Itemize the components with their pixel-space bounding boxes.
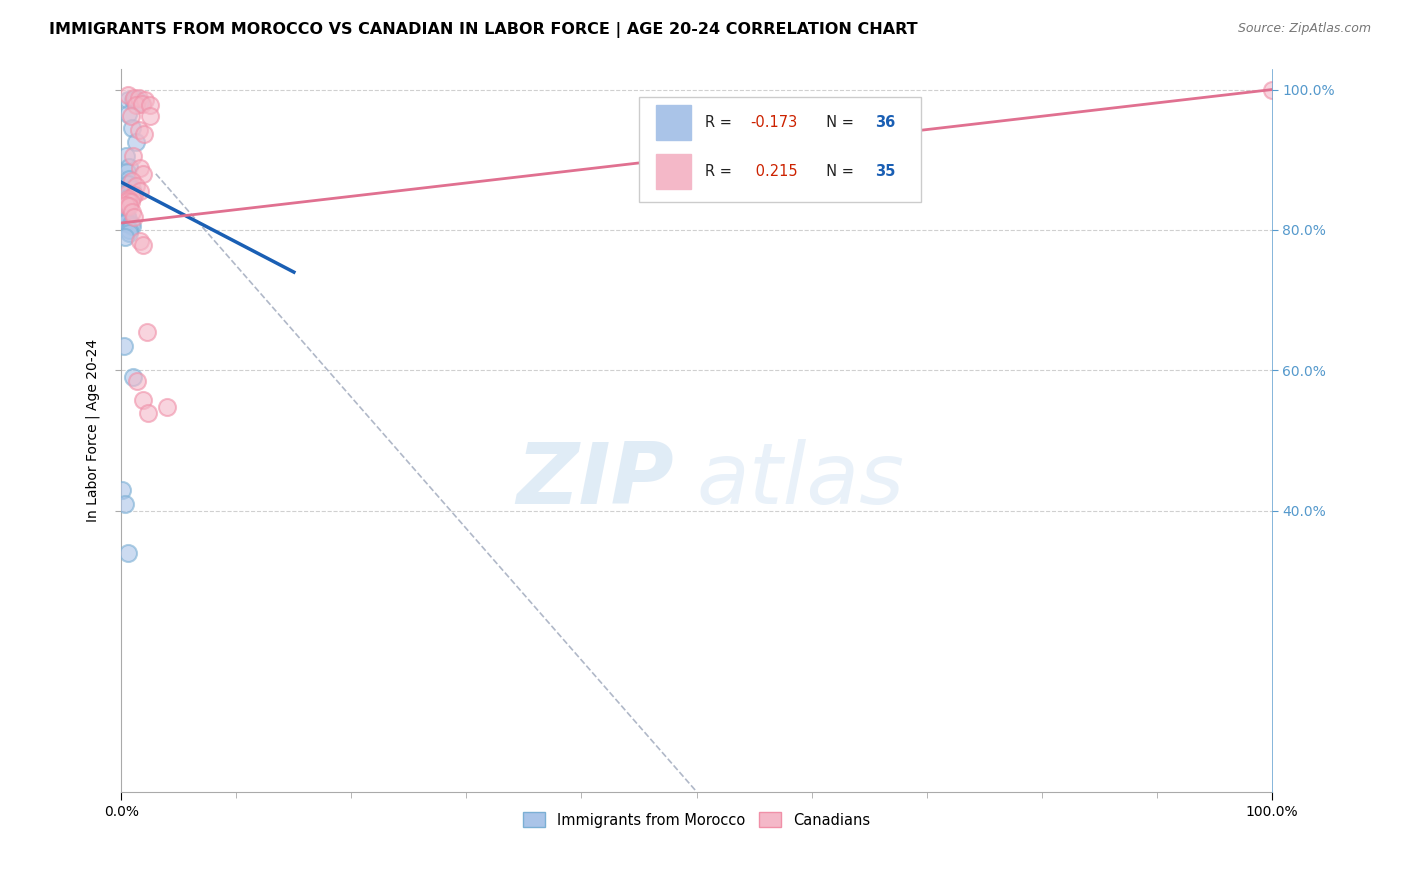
Text: Source: ZipAtlas.com: Source: ZipAtlas.com	[1237, 22, 1371, 36]
Point	[139, 109, 162, 123]
Point	[121, 149, 143, 163]
Point	[1260, 82, 1282, 96]
Point	[128, 95, 150, 110]
Point	[136, 405, 159, 419]
Point	[115, 165, 138, 179]
Legend: Immigrants from Morocco, Canadians: Immigrants from Morocco, Canadians	[516, 805, 877, 835]
Point	[128, 234, 150, 248]
Point	[125, 179, 148, 194]
Point	[118, 227, 141, 241]
Point	[114, 497, 136, 511]
Point	[125, 98, 148, 112]
Text: R =: R =	[704, 115, 737, 130]
Point	[122, 91, 145, 105]
Text: 35: 35	[875, 164, 896, 179]
Point	[120, 218, 142, 232]
Point	[121, 219, 143, 234]
Point	[128, 161, 150, 176]
Point	[112, 339, 135, 353]
Point	[117, 107, 139, 121]
Point	[117, 88, 139, 103]
Text: ZIP: ZIP	[516, 439, 673, 522]
Text: 0.215: 0.215	[751, 164, 797, 179]
Point	[128, 123, 150, 137]
Point	[121, 370, 143, 384]
FancyBboxPatch shape	[638, 97, 921, 202]
Point	[125, 92, 148, 106]
Point	[112, 205, 135, 219]
Point	[121, 190, 143, 204]
Point	[120, 194, 142, 209]
Point	[114, 198, 136, 212]
Point	[117, 212, 139, 227]
Point	[114, 216, 136, 230]
Point	[114, 203, 136, 218]
Point	[121, 93, 143, 107]
Point	[117, 178, 139, 192]
Point	[118, 172, 141, 186]
Point	[134, 93, 156, 107]
Text: R =: R =	[704, 164, 737, 179]
Text: atlas: atlas	[696, 439, 904, 522]
FancyBboxPatch shape	[657, 105, 690, 140]
Point	[115, 186, 138, 201]
Point	[117, 186, 139, 201]
Point	[121, 174, 143, 188]
Point	[132, 238, 155, 252]
Point	[115, 214, 138, 228]
Point	[132, 167, 155, 181]
Text: IMMIGRANTS FROM MOROCCO VS CANADIAN IN LABOR FORCE | AGE 20-24 CORRELATION CHART: IMMIGRANTS FROM MOROCCO VS CANADIAN IN L…	[49, 22, 918, 38]
Text: N =: N =	[817, 164, 859, 179]
Point	[114, 211, 136, 225]
Point	[121, 121, 143, 136]
Point	[122, 187, 145, 202]
Point	[125, 135, 148, 149]
Point	[118, 194, 141, 209]
Point	[115, 208, 138, 222]
Point	[115, 209, 138, 223]
Point	[139, 98, 162, 112]
Point	[132, 392, 155, 407]
Point	[121, 205, 143, 219]
Point	[118, 160, 141, 174]
Point	[128, 184, 150, 198]
Text: 36: 36	[875, 115, 896, 130]
Point	[120, 109, 142, 123]
Point	[111, 483, 134, 497]
Point	[135, 325, 157, 339]
Point	[115, 191, 138, 205]
Point	[117, 546, 139, 560]
Point	[117, 192, 139, 206]
Point	[117, 93, 139, 107]
Text: N =: N =	[817, 115, 859, 130]
Point	[128, 91, 150, 105]
Point	[114, 230, 136, 244]
Text: -0.173: -0.173	[751, 115, 797, 130]
Point	[122, 211, 145, 225]
FancyBboxPatch shape	[657, 154, 690, 189]
Point	[118, 223, 141, 237]
Point	[118, 199, 141, 213]
Y-axis label: In Labor Force | Age 20-24: In Labor Force | Age 20-24	[86, 338, 100, 522]
Point	[156, 400, 179, 414]
Point	[115, 198, 138, 212]
Point	[117, 194, 139, 208]
Point	[115, 149, 138, 163]
Point	[115, 201, 138, 215]
Point	[131, 96, 153, 111]
Point	[134, 127, 156, 141]
Point	[121, 182, 143, 196]
Point	[127, 374, 149, 388]
